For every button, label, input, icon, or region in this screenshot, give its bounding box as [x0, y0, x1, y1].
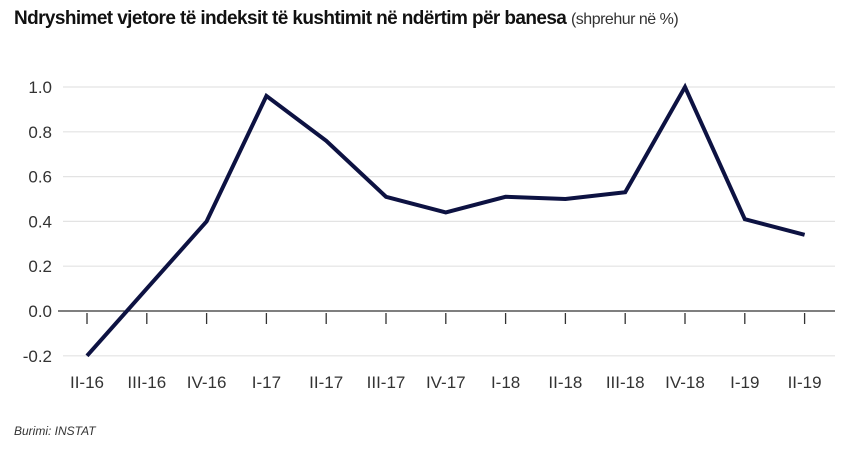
x-tick-label: III-16: [127, 373, 166, 392]
x-tick-label: II-18: [548, 373, 582, 392]
x-tick-label: II-16: [70, 373, 104, 392]
x-tick-label: IV-16: [187, 373, 227, 392]
x-tick-label: II-19: [788, 373, 822, 392]
chart-title: Ndryshimet vjetore të indeksit të kushti…: [14, 8, 679, 30]
title-main: Ndryshimet vjetore të indeksit të kushti…: [14, 8, 567, 29]
y-tick-label: 0.4: [28, 212, 52, 231]
y-tick-label: -0.2: [23, 347, 52, 366]
y-tick-label: 0.2: [28, 257, 52, 276]
y-tick-label: 1.0: [28, 78, 52, 97]
x-tick-label: IV-18: [665, 373, 705, 392]
source-note: Burimi: INSTAT: [14, 424, 96, 438]
x-tick-label: I-19: [730, 373, 759, 392]
x-tick-label: III-17: [367, 373, 406, 392]
x-tick-label: I-18: [491, 373, 520, 392]
x-tick-label: I-17: [252, 373, 281, 392]
x-tick-label: III-18: [606, 373, 645, 392]
y-tick-label: 0.6: [28, 168, 52, 187]
y-tick-label: 0.8: [28, 123, 52, 142]
chart-subtitle: (shprehur në %): [570, 11, 679, 28]
y-tick-label: 0.0: [28, 302, 52, 321]
x-tick-label: IV-17: [426, 373, 466, 392]
x-tick-label: II-17: [309, 373, 343, 392]
